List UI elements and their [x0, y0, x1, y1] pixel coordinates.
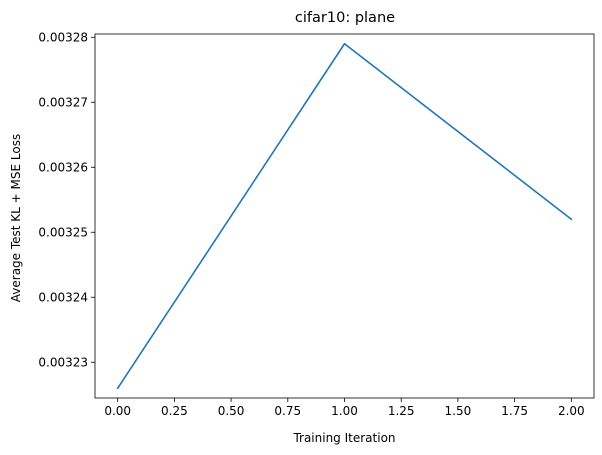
- y-tick-label: 0.00328: [38, 30, 88, 44]
- x-tick-label: 1.00: [331, 404, 358, 418]
- x-tick-label: 0.00: [104, 404, 131, 418]
- data-point: [343, 42, 346, 45]
- x-tick-label: 1.50: [445, 404, 472, 418]
- x-tick-label: 0.50: [218, 404, 245, 418]
- y-axis-label: Average Test KL + MSE Loss: [9, 134, 23, 302]
- y-tick-label: 0.00327: [38, 95, 88, 109]
- x-axis-label: Training Iteration: [292, 431, 395, 445]
- data-point: [570, 218, 573, 221]
- x-tick-label: 2.00: [558, 404, 585, 418]
- y-tick-label: 0.00323: [38, 355, 88, 369]
- x-tick-label: 0.25: [161, 404, 188, 418]
- series-line: [117, 42, 572, 389]
- x-tick-label: 1.25: [388, 404, 415, 418]
- y-tick-label: 0.00326: [38, 160, 88, 174]
- y-tick-label: 0.00324: [38, 290, 88, 304]
- axes-frame: [94, 33, 595, 399]
- data-point: [116, 387, 119, 390]
- chart-title: cifar10: plane: [295, 10, 395, 26]
- plot-area: 0.00 0.25 0.50 0.75 1.00 1.25 1.50 1.75 2.00 0.00…: [38, 30, 595, 418]
- x-tick-label: 1.75: [501, 404, 528, 418]
- y-tick-label: 0.00325: [38, 225, 88, 239]
- x-tick-label: 0.75: [274, 404, 301, 418]
